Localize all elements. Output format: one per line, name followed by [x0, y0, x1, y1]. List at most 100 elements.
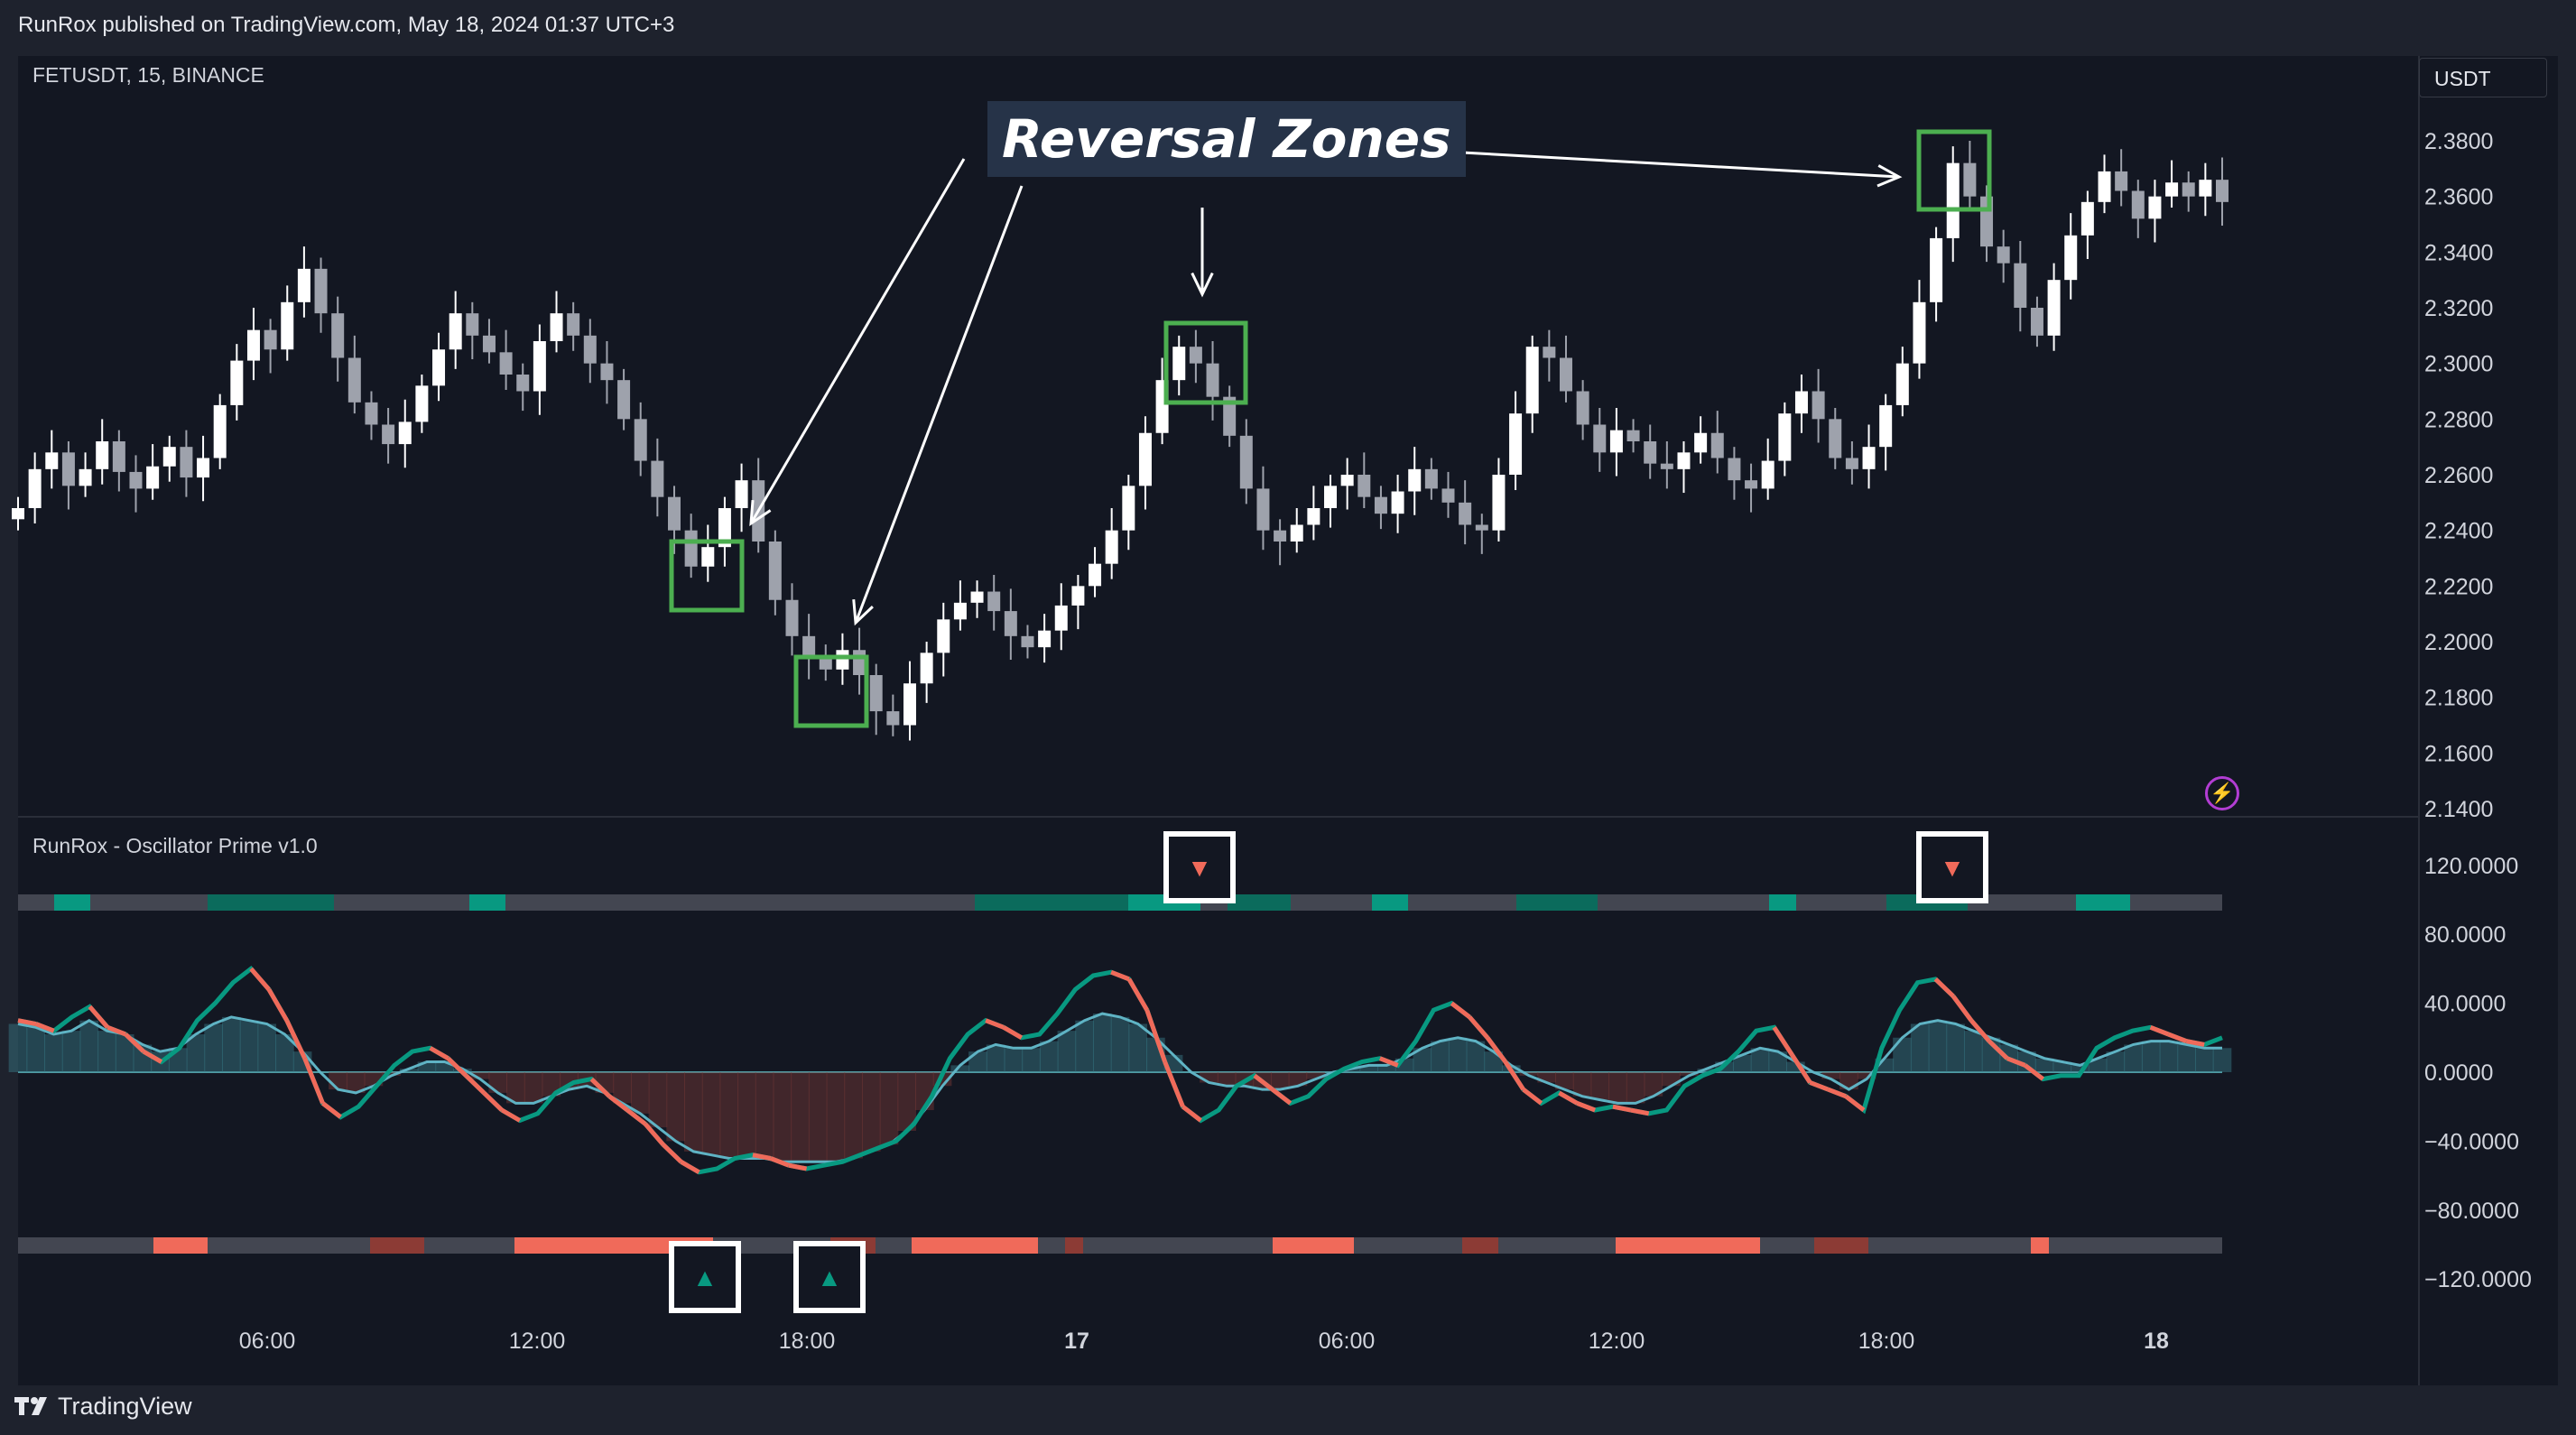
- osc-fast-line-falling: [1522, 1088, 1543, 1106]
- candle-body: [1745, 480, 1758, 489]
- candle-body: [1644, 441, 1657, 464]
- candle-body: [987, 591, 1001, 612]
- candle-body: [2030, 308, 2043, 336]
- osc-fast-line-falling: [464, 1074, 486, 1095]
- candle-body: [651, 460, 664, 497]
- candle-body: [1391, 491, 1404, 514]
- chart-panel[interactable]: [18, 56, 2558, 1385]
- candle-body: [297, 268, 310, 302]
- osc-fast-line-falling: [249, 967, 271, 991]
- reversal-zones-annotation: Reversal Zones: [987, 101, 1466, 177]
- publish-header: RunRox published on TradingView.com, May…: [0, 0, 2576, 56]
- candle-body: [1307, 508, 1320, 525]
- candle-body: [600, 363, 614, 381]
- time-tick-label: 17: [1064, 1329, 1089, 1354]
- osc-fast-line-falling: [1576, 1101, 1597, 1113]
- candle-body: [146, 466, 160, 489]
- candle-body: [903, 683, 916, 726]
- candle-body: [230, 360, 244, 405]
- candle-body: [1038, 630, 1052, 648]
- candle-body: [398, 421, 412, 445]
- candle-body: [45, 452, 59, 469]
- signal-sell-icon: ▼: [1187, 854, 1212, 882]
- time-tick-label: 12:00: [509, 1329, 566, 1354]
- osc-fast-line-falling: [17, 1018, 37, 1026]
- publish-info: RunRox published on TradingView.com, May…: [18, 13, 675, 37]
- reversal-zone-box-zone-2: [793, 654, 869, 728]
- candle-body: [2064, 235, 2078, 281]
- candle-body: [1340, 475, 1354, 486]
- candle-body: [1559, 357, 1572, 392]
- osc-fast-line-falling: [1126, 977, 1149, 1012]
- osc-fast-line-falling: [88, 1004, 110, 1029]
- candle-body: [180, 447, 193, 478]
- trend-strip-bottom-segment: [1616, 1237, 1760, 1254]
- osc-fast-line-falling: [124, 1032, 145, 1053]
- candle-body: [1122, 486, 1135, 531]
- candle-body: [617, 380, 631, 420]
- price-tick-label: 2.2200: [2424, 574, 2493, 599]
- osc-tick-label: −120.0000: [2424, 1267, 2532, 1292]
- osc-fast-line-falling: [1809, 1080, 1830, 1092]
- trend-strip-top-segment: [1769, 894, 1796, 911]
- candle-body: [28, 468, 42, 508]
- candle-body: [1694, 432, 1708, 453]
- osc-fast-line-falling: [1969, 1019, 1991, 1043]
- osc-fast-line-falling: [1844, 1094, 1866, 1113]
- signal-buy-icon: ▲: [692, 1264, 718, 1292]
- osc-fast-line-falling: [482, 1091, 504, 1112]
- candle-body: [499, 352, 513, 375]
- symbol-label[interactable]: FETUSDT, 15, BINANCE: [32, 63, 264, 87]
- signal-box-buy: [793, 1241, 866, 1313]
- candle-body: [668, 496, 681, 531]
- candle-body: [1710, 432, 1724, 458]
- candle-body: [1138, 432, 1152, 486]
- candle-body: [869, 675, 883, 712]
- trend-strip-top-segment: [54, 894, 90, 911]
- time-tick-label: 18: [2144, 1329, 2169, 1354]
- price-tick-label: 2.2400: [2424, 519, 2493, 544]
- trend-strip-bottom-segment: [1273, 1237, 1354, 1254]
- trend-strip-bottom-segment: [514, 1237, 713, 1254]
- reversal-zone-box-zone-1: [669, 539, 745, 613]
- candle-body: [516, 375, 530, 392]
- candle-body: [1475, 524, 1488, 531]
- trend-strip-top-segment: [1516, 894, 1598, 911]
- price-tick-label: 2.2600: [2424, 463, 2493, 488]
- candle-body: [213, 404, 227, 458]
- osc-tick-label: −80.0000: [2424, 1199, 2519, 1224]
- candle-body: [2080, 201, 2094, 236]
- indicator-name[interactable]: RunRox - Oscillator Prime v1.0: [32, 834, 318, 857]
- osc-fast-line-falling: [985, 1018, 1005, 1030]
- trend-strip-bottom-segment: [1814, 1237, 1868, 1254]
- price-tick-label: 2.3000: [2424, 352, 2493, 377]
- osc-fast-line-falling: [1630, 1107, 1650, 1116]
- candle-body: [533, 341, 546, 392]
- lightning-icon[interactable]: ⚡: [2205, 776, 2239, 810]
- currency-button[interactable]: USDT: [2419, 58, 2547, 97]
- time-tick-label: 06:00: [239, 1329, 296, 1354]
- candle-body: [2148, 196, 2162, 219]
- signal-box-sell: [1163, 831, 1236, 903]
- footer: TradingView: [14, 1388, 192, 1424]
- tradingview-brand: TradingView: [58, 1392, 192, 1420]
- candle-body: [129, 471, 143, 489]
- osc-fast-line-falling: [643, 1122, 665, 1146]
- candle-body: [1794, 391, 1808, 414]
- candle-body: [1089, 563, 1102, 587]
- candle-body: [365, 402, 378, 425]
- price-tick-label: 2.3400: [2424, 240, 2493, 265]
- osc-fast-line-falling: [142, 1049, 163, 1064]
- candle-body: [347, 357, 361, 403]
- candle-body: [2047, 280, 2061, 336]
- candle-body: [1357, 475, 1371, 497]
- candle-body: [684, 530, 698, 567]
- candle-body: [79, 468, 92, 486]
- osc-tick-label: 0.0000: [2424, 1060, 2493, 1086]
- candle-body: [1862, 447, 1876, 469]
- osc-fast-line-falling: [1772, 1025, 1794, 1057]
- candle-body: [197, 458, 210, 478]
- osc-fast-line-falling: [1378, 1056, 1399, 1068]
- candle-body: [1492, 475, 1506, 531]
